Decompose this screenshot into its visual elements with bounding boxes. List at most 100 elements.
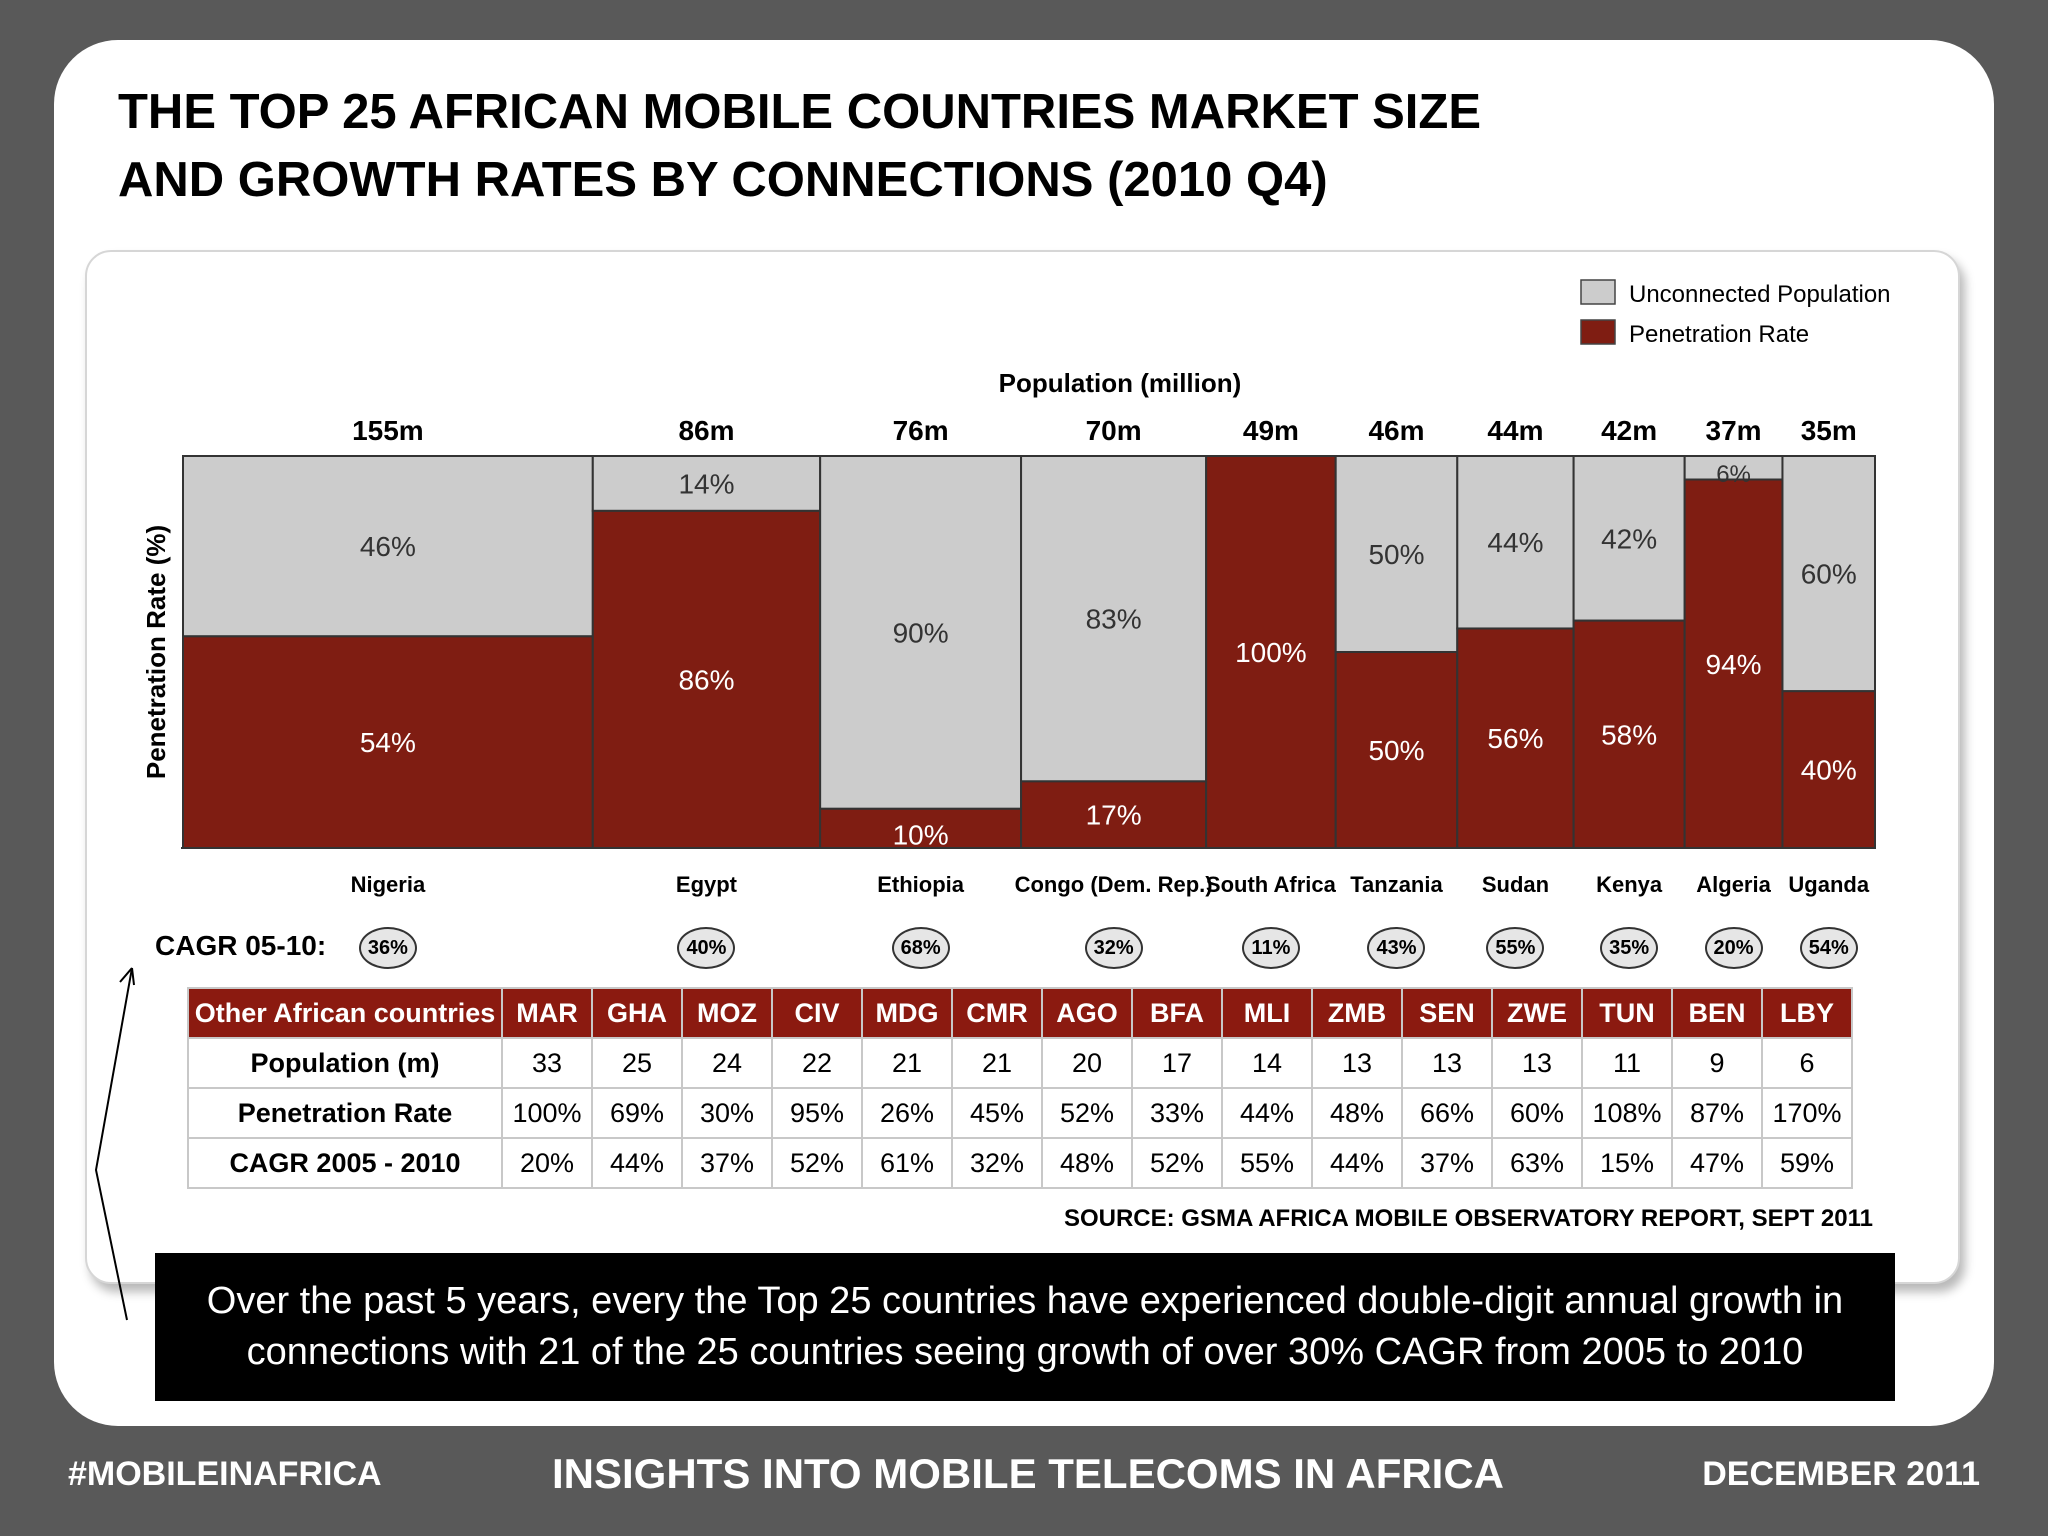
table-cell: 20 (1041, 1037, 1133, 1089)
table-row: Penetration Rate 100% 69% 30% 95% 26% 45% 52% 33… (187, 1087, 1853, 1139)
legend-swatch-unconnected (1580, 279, 1616, 305)
bar-label-unconnected: 6% (1716, 461, 1751, 488)
cagr-badge: 35% (1600, 927, 1659, 969)
table-cell: 66% (1401, 1087, 1493, 1139)
bar-label-penetration: 56% (1487, 723, 1543, 754)
other-table-country-code: CMR (951, 987, 1043, 1039)
bar-label-penetration: 40% (1801, 755, 1857, 786)
other-table-header-label: Other African countries (187, 987, 503, 1039)
cagr-badge: 36% (358, 927, 417, 969)
bar-label-unconnected: 83% (1086, 604, 1142, 635)
table-cell: 30% (681, 1087, 773, 1139)
other-table-country-code: CIV (771, 987, 863, 1039)
table-cell: 20% (501, 1137, 593, 1189)
legend-label-unconnected: Unconnected Population (1629, 281, 1891, 308)
bar-label-unconnected: 46% (360, 531, 416, 562)
table-cell: 44% (591, 1137, 683, 1189)
bar-label-penetration: 17% (1086, 800, 1142, 831)
chart-title: Population (million) (999, 368, 1242, 398)
title-line-1: THE TOP 25 AFRICAN MOBILE COUNTRIES MARK… (118, 85, 1482, 139)
other-table-country-code: ZWE (1491, 987, 1583, 1039)
legend-swatch-penetration (1580, 319, 1616, 345)
cagr-badge: 20% (1704, 927, 1763, 969)
table-cell: 11 (1581, 1037, 1673, 1089)
table-cell: 37% (1401, 1137, 1493, 1189)
source-text: SOURCE: GSMA AFRICA MOBILE OBSERVATORY R… (1063, 1205, 1873, 1232)
cagr-badge: 55% (1486, 927, 1545, 969)
table-cell: 6 (1761, 1037, 1853, 1089)
cagr-badge: 68% (891, 927, 950, 969)
country-label: Tanzania (1350, 872, 1443, 897)
table-cell: 52% (771, 1137, 863, 1189)
table-cell: 108% (1581, 1087, 1673, 1139)
table-row: Population (m) 33 25 24 22 21 21 20 17 14 13 13 13 11… (187, 1037, 1853, 1089)
table-cell: 26% (861, 1087, 953, 1139)
table-cell: 32% (951, 1137, 1043, 1189)
table-cell: 69% (591, 1087, 683, 1139)
table-cell: 24 (681, 1037, 773, 1089)
table-cell: 52% (1131, 1137, 1223, 1189)
summary-note: Over the past 5 years, every the Top 25 … (155, 1253, 1895, 1401)
population-label: 155m (352, 415, 424, 446)
bar-label-penetration: 86% (678, 664, 734, 695)
annotation-arrow (94, 967, 135, 1321)
bar-penetration (1205, 455, 1337, 849)
country-label: Uganda (1788, 872, 1869, 897)
population-label: 76m (893, 415, 949, 446)
bar-unconnected (182, 455, 594, 638)
other-table-country-code: MOZ (681, 987, 773, 1039)
cagr-badge: 32% (1084, 927, 1143, 969)
country-label: Congo (Dem. Rep.) (1015, 872, 1213, 897)
bar-penetration (1020, 780, 1208, 849)
table-cell: 9 (1671, 1037, 1763, 1089)
bar-penetration (1456, 627, 1575, 850)
bar-penetration (1572, 619, 1686, 850)
bar-label-unconnected: 14% (678, 468, 734, 499)
bar-label-penetration: 94% (1706, 649, 1762, 680)
bar-penetration (1781, 690, 1876, 850)
table-cell: 15% (1581, 1137, 1673, 1189)
cagr-badge: 11% (1241, 927, 1300, 969)
population-label: 35m (1801, 415, 1857, 446)
table-cell: 44% (1311, 1137, 1403, 1189)
table-cell: 13 (1311, 1037, 1403, 1089)
bar-penetration (182, 635, 594, 849)
table-cell: 33 (501, 1037, 593, 1089)
title-line-2: AND GROWTH RATES BY CONNECTIONS (2010 Q4… (118, 153, 1328, 207)
bar-penetration (1683, 478, 1784, 850)
table-row: CAGR 2005 - 2010 20% 44% 37% 52% 61% 32% 48% 52%… (187, 1137, 1853, 1189)
table-cell: 61% (861, 1137, 953, 1189)
other-table-country-code: MLI (1221, 987, 1313, 1039)
table-cell: 170% (1761, 1087, 1853, 1139)
cagr-badge: 40% (677, 927, 736, 969)
cagr-label: CAGR 05-10: (155, 930, 327, 961)
country-label: Ethiopia (877, 872, 965, 897)
slide-title: THE TOP 25 AFRICAN MOBILE COUNTRIES MARK… (118, 78, 1518, 214)
bar-penetration (1334, 651, 1459, 849)
other-table-country-code: SEN (1401, 987, 1493, 1039)
table-cell: 59% (1761, 1137, 1853, 1189)
other-table-body: Population (m) 33 25 24 22 21 21 20 17 14 13 13 13 11… (187, 1037, 1853, 1189)
table-cell: 63% (1491, 1137, 1583, 1189)
cagr-badge: 54% (1799, 927, 1858, 969)
population-label: 44m (1487, 415, 1543, 446)
footer-hashtag: #MOBILEINAFRICA (68, 1455, 382, 1493)
cagr-badge: 43% (1367, 927, 1426, 969)
other-table-country-code: ZMB (1311, 987, 1403, 1039)
other-table-header-row: Other African countries MAR GHA MOZ CIV MDG C… (187, 987, 1853, 1039)
bar-label-unconnected: 44% (1487, 527, 1543, 558)
population-label: 42m (1601, 415, 1657, 446)
table-cell: 21 (861, 1037, 953, 1089)
bar-label-penetration: 58% (1601, 719, 1657, 750)
other-table-country-code: AGO (1041, 987, 1133, 1039)
other-table-country-code: LBY (1761, 987, 1853, 1039)
bar-unconnected (1020, 455, 1208, 783)
table-cell: 17 (1131, 1037, 1223, 1089)
table-cell: 14 (1221, 1037, 1313, 1089)
country-label: Egypt (676, 872, 738, 897)
table-cell: 21 (951, 1037, 1043, 1089)
population-label: 86m (678, 415, 734, 446)
table-cell: 45% (951, 1087, 1043, 1139)
table-cell: 25 (591, 1037, 683, 1089)
other-table-country-code: MDG (861, 987, 953, 1039)
